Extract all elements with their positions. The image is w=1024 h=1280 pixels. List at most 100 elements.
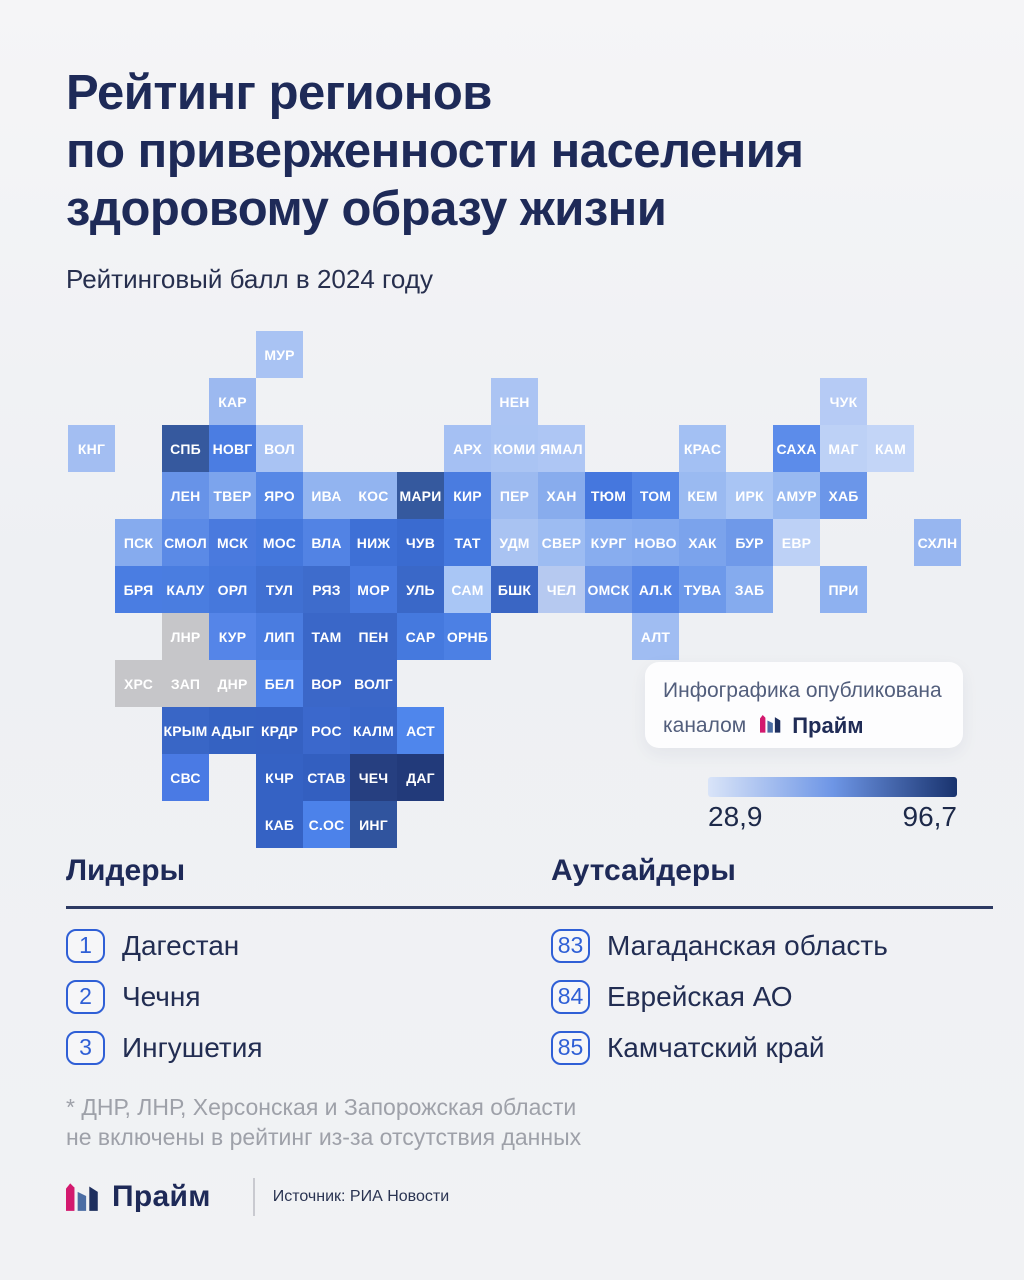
region-tile: ЯМАЛ (538, 425, 585, 472)
footnote-line-2: не включены в рейтинг из-за отсутствия д… (66, 1124, 582, 1150)
region-tile: КУР (209, 613, 256, 660)
region-tile: КРЫМ (162, 707, 209, 754)
region-tile: КАЛМ (350, 707, 397, 754)
region-tile: ЧУК (820, 378, 867, 425)
region-tile: КОМИ (491, 425, 538, 472)
footer: Прайм Источник: РИА Новости (66, 1176, 449, 1218)
region-tile: САМ (444, 566, 491, 613)
leaders-list: 1 Дагестан 2 Чечня 3 Ингушетия (66, 926, 506, 1079)
region-tile: ВОЛГ (350, 660, 397, 707)
tile-map: МУР КАР НЕН ЧУК КНГ СПБ НОВГ ВОЛ АРХ КОМИ ЯМАЛ КРАС… (68, 331, 961, 848)
region-tile: ЛЕН (162, 472, 209, 519)
region-name: Дагестан (122, 929, 240, 961)
region-tile: СПБ (162, 425, 209, 472)
region-tile: ДАГ (397, 754, 444, 801)
region-tile: ОРЛ (209, 566, 256, 613)
note-text-prefix: каналом (663, 713, 747, 737)
region-tile: ЗАП (162, 660, 209, 707)
rank-badge: 83 (551, 928, 590, 963)
region-tile: КАР (209, 378, 256, 425)
region-tile: КНГ (68, 425, 115, 472)
region-tile: КРАС (679, 425, 726, 472)
legend-min-label: 28,9 (708, 801, 763, 832)
region-tile: КРДР (256, 707, 303, 754)
region-tile: РЯЗ (303, 566, 350, 613)
region-tile: ПЕН (350, 613, 397, 660)
region-tile: ВОЛ (256, 425, 303, 472)
region-tile: ОРНБ (444, 613, 491, 660)
region-tile: МАРИ (397, 472, 444, 519)
region-tile: АМУР (773, 472, 820, 519)
title-line-2: по приверженности населения (66, 124, 804, 178)
region-name: Чечня (122, 980, 201, 1012)
region-tile: УДМ (491, 519, 538, 566)
page-title: Рейтинг регионов по приверженности насел… (66, 64, 804, 238)
prime-brand-name: Прайм (112, 1180, 211, 1213)
footer-divider (252, 1178, 255, 1216)
region-tile: КАЛУ (162, 566, 209, 613)
footnote: * ДНР, ЛНР, Херсонская и Запорожская обл… (66, 1092, 581, 1152)
region-tile: ТАМ (303, 613, 350, 660)
outsiders-heading: Аутсайдеры (551, 854, 736, 887)
section-divider-line (66, 906, 993, 909)
region-tile: КУРГ (585, 519, 632, 566)
region-tile: СХЛН (914, 519, 961, 566)
legend-max-label: 96,7 (902, 801, 958, 832)
region-tile: МОС (256, 519, 303, 566)
region-tile: МУР (256, 331, 303, 378)
region-tile: ЛИП (256, 613, 303, 660)
rank-badge: 3 (66, 1030, 105, 1065)
footnote-line-1: * ДНР, ЛНР, Херсонская и Запорожская обл… (66, 1094, 577, 1120)
region-tile: БРЯ (115, 566, 162, 613)
title-line-3: здоровому образу жизни (66, 182, 667, 236)
region-tile: САР (397, 613, 444, 660)
region-tile: ЧЕЧ (350, 754, 397, 801)
region-tile: КЕМ (679, 472, 726, 519)
region-tile: КАМ (867, 425, 914, 472)
region-tile: ИВА (303, 472, 350, 519)
region-name: Камчатский край (607, 1031, 825, 1063)
region-tile: ПСК (115, 519, 162, 566)
region-tile: ПЕР (491, 472, 538, 519)
region-tile: ПРИ (820, 566, 867, 613)
region-tile: НИЖ (350, 519, 397, 566)
region-tile: ЧУВ (397, 519, 444, 566)
rank-list-item: 85 Камчатский край (551, 1028, 991, 1067)
region-tile: САХА (773, 425, 820, 472)
region-tile: ОМСК (585, 566, 632, 613)
region-name: Еврейская АО (607, 980, 793, 1012)
region-tile: ВОР (303, 660, 350, 707)
region-tile: СТАВ (303, 754, 350, 801)
region-tile: КАБ (256, 801, 303, 848)
region-tile: НОВО (632, 519, 679, 566)
region-tile: АСТ (397, 707, 444, 754)
region-tile: МСК (209, 519, 256, 566)
region-tile: ИНГ (350, 801, 397, 848)
rank-list-item: 84 Еврейская АО (551, 977, 991, 1016)
region-tile: ТУЛ (256, 566, 303, 613)
rank-badge: 2 (66, 979, 105, 1014)
region-tile: СМОЛ (162, 519, 209, 566)
region-tile: МАГ (820, 425, 867, 472)
region-tile: ЕВР (773, 519, 820, 566)
publication-note-card: Инфографика опубликована каналом Прайм (645, 662, 963, 748)
region-tile: ХАК (679, 519, 726, 566)
region-tile: ЛНР (162, 613, 209, 660)
outsiders-list: 83 Магаданская область 84 Еврейская АО 8… (551, 926, 991, 1079)
prime-brand-name: Прайм (792, 712, 864, 738)
rank-badge: 85 (551, 1030, 590, 1065)
region-tile: ТУВА (679, 566, 726, 613)
region-name: Ингушетия (122, 1031, 263, 1063)
region-tile: КОС (350, 472, 397, 519)
region-tile: ХРС (115, 660, 162, 707)
region-tile: ЯРО (256, 472, 303, 519)
region-tile: АРХ (444, 425, 491, 472)
region-tile: ХАН (538, 472, 585, 519)
region-tile: С.ОС (303, 801, 350, 848)
region-tile: ХАБ (820, 472, 867, 519)
prime-logo-icon (66, 1179, 102, 1216)
note-text-line-2: каналом Прайм (663, 712, 963, 739)
legend-gradient (708, 777, 957, 797)
rank-list-item: 2 Чечня (66, 977, 506, 1016)
